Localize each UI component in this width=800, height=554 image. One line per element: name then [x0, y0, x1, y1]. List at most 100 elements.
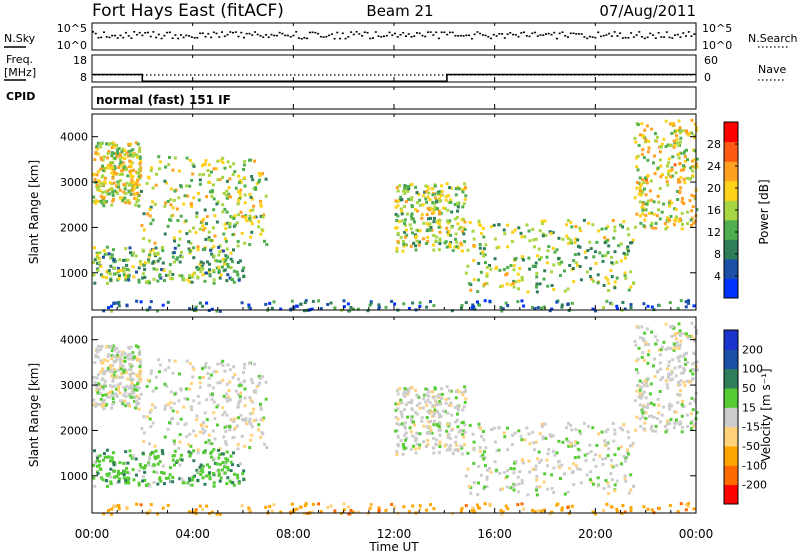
velocity-cell: [188, 479, 192, 482]
velocity-cell: [542, 480, 546, 484]
velocity-cell: [437, 428, 441, 432]
power-cell: [642, 224, 646, 228]
velocity-cell: [124, 395, 128, 399]
power-cell: [226, 160, 230, 164]
velocity-cell: [595, 443, 599, 447]
velocity-cell: [472, 508, 476, 512]
power-cell: [504, 301, 508, 305]
velocity-cell: [100, 404, 104, 408]
velocity-cell: [420, 416, 424, 420]
velocity-cell: [410, 399, 414, 403]
velocity-cell: [203, 411, 207, 415]
velocity-cell: [151, 464, 155, 468]
velocity-cell: [394, 415, 398, 419]
power-cell: [190, 205, 194, 209]
velocity-cell: [627, 491, 631, 495]
power-cell: [633, 136, 637, 140]
power-cell: [120, 196, 124, 200]
power-cell: [259, 214, 263, 218]
power-cell: [115, 148, 119, 152]
power-cell: [102, 204, 106, 208]
power-cell: [594, 250, 597, 254]
power-cell: [460, 304, 464, 307]
velocity-cell: [212, 457, 216, 461]
velocity-cell: [437, 451, 441, 455]
power-cell: [440, 184, 444, 188]
power-cell: [149, 169, 153, 173]
power-cell: [120, 156, 124, 160]
velocity-cell: [629, 506, 633, 510]
velocity-cell: [187, 443, 191, 447]
power-cell: [133, 181, 137, 185]
power-cell: [212, 226, 215, 230]
velocity-cell: [122, 476, 126, 480]
velocity-cell: [222, 394, 226, 398]
power-cell: [603, 236, 607, 240]
power-cell: [657, 208, 660, 212]
power-cell: [533, 245, 536, 249]
power-cell: [450, 210, 454, 214]
power-cell: [158, 274, 162, 278]
velocity-cell: [201, 464, 205, 468]
power-cell: [544, 233, 548, 237]
power-cell: [257, 225, 261, 229]
power-cell: [453, 203, 457, 206]
power-cell: [195, 265, 199, 269]
power-colorbar-segment: [724, 141, 738, 162]
velocity-cell: [369, 504, 373, 508]
power-cell: [642, 187, 646, 191]
velocity-cell: [578, 429, 582, 433]
power-cell: [658, 158, 662, 162]
power-cell: [194, 305, 198, 309]
velocity-cell: [455, 448, 459, 452]
velocity-cell: [311, 502, 315, 506]
velocity-cell: [99, 397, 103, 401]
power-cell: [519, 231, 523, 235]
velocity-cell: [232, 483, 236, 487]
noise-point: [440, 31, 443, 34]
power-cell: [213, 234, 217, 238]
power-cell: [209, 170, 213, 174]
power-cell: [620, 259, 623, 263]
noise-point: [350, 31, 353, 33]
velocity-cell: [251, 400, 254, 404]
power-cell: [188, 249, 192, 253]
power-cell: [615, 307, 619, 310]
power-cell: [535, 282, 539, 286]
power-cell: [95, 256, 99, 260]
velocity-cell: [629, 488, 633, 492]
velocity-cell: [640, 325, 644, 329]
velocity-cell: [635, 368, 639, 372]
power-cell: [679, 131, 682, 135]
velocity-cell: [653, 357, 656, 361]
power-cell: [610, 255, 613, 259]
power-cell: [606, 225, 610, 229]
power-cell: [192, 256, 196, 260]
power-cell: [131, 180, 135, 184]
power-cell: [520, 278, 524, 282]
power-cell: [498, 268, 502, 272]
velocity-cell: [158, 477, 162, 481]
noise-point: [218, 36, 221, 38]
velocity-cell: [200, 422, 204, 426]
power-colorbar-segment: [724, 180, 738, 201]
velocity-cell: [446, 436, 450, 440]
power-cell: [101, 190, 105, 194]
noise-point: [322, 36, 325, 38]
power-cell: [127, 268, 131, 272]
velocity-cell: [657, 403, 661, 407]
velocity-cell: [117, 385, 121, 389]
power-cell: [133, 185, 137, 188]
power-cell: [151, 200, 155, 204]
power-cell: [531, 264, 535, 268]
power-cell: [102, 249, 106, 253]
power-cell: [208, 268, 212, 272]
velocity-cell: [677, 355, 681, 359]
velocity-cell: [113, 368, 117, 371]
velocity-cell: [156, 482, 160, 486]
noise-point: [295, 31, 298, 33]
power-cell: [639, 221, 643, 225]
power-cell: [92, 195, 96, 199]
power-cell: [218, 178, 222, 182]
